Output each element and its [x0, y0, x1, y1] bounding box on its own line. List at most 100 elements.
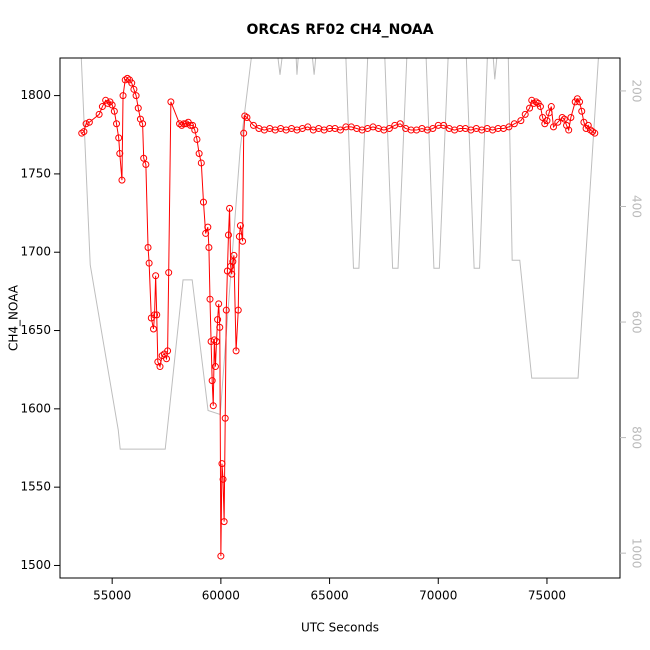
data-point — [123, 74, 131, 82]
data-point — [80, 128, 88, 136]
series-line — [81, 77, 596, 557]
y-tick-label: 1800 — [20, 88, 51, 102]
data-point — [207, 337, 215, 345]
data-point — [543, 117, 551, 125]
data-point — [304, 123, 312, 131]
data-point — [232, 347, 240, 355]
data-point — [230, 251, 238, 259]
data-point — [104, 99, 112, 107]
data-point — [240, 129, 248, 137]
data-point — [82, 120, 90, 128]
data-point — [215, 300, 223, 308]
data-point — [85, 118, 93, 126]
y-tick-label: 1500 — [20, 558, 51, 572]
data-point — [140, 154, 148, 162]
data-point — [547, 103, 555, 111]
data-point — [176, 120, 184, 128]
data-point — [591, 129, 599, 137]
data-point — [180, 120, 188, 128]
data-point — [224, 231, 232, 239]
data-point — [208, 377, 216, 385]
data-point — [178, 121, 186, 129]
data-point — [193, 135, 201, 143]
y2-tick-label: 1000 — [630, 538, 644, 569]
data-point — [530, 99, 538, 107]
chart-title: ORCAS RF02 CH4_NOAA — [246, 22, 433, 38]
data-point — [510, 120, 518, 128]
data-point — [195, 150, 203, 158]
y2-tick-label: 400 — [630, 195, 644, 218]
data-point — [385, 124, 393, 132]
data-point — [213, 337, 221, 345]
data-point — [243, 114, 251, 122]
data-point — [236, 222, 244, 230]
data-point — [234, 306, 242, 314]
data-point — [118, 176, 126, 184]
data-point — [191, 126, 199, 134]
data-point — [199, 198, 207, 206]
data-point — [186, 121, 194, 129]
data-point — [119, 92, 127, 100]
data-point — [95, 110, 103, 118]
data-point — [434, 121, 442, 129]
data-point — [517, 117, 525, 125]
data-point — [440, 121, 448, 129]
data-point — [142, 161, 150, 169]
data-point — [456, 124, 464, 132]
data-point — [130, 85, 138, 93]
y-tick-label: 1550 — [20, 480, 51, 494]
data-point — [197, 159, 205, 167]
data-point — [211, 363, 219, 371]
data-point — [182, 120, 190, 128]
data-point — [217, 552, 225, 560]
data-point — [164, 347, 172, 355]
data-point — [407, 126, 415, 134]
y2-tick-label: 800 — [630, 426, 644, 449]
data-point — [342, 123, 350, 131]
data-point — [505, 123, 513, 131]
data-point — [578, 107, 586, 115]
plot-area — [78, 58, 599, 560]
data-point — [494, 124, 502, 132]
data-point — [228, 270, 236, 278]
data-point — [115, 134, 123, 142]
series-line — [80, 58, 599, 450]
data-point — [165, 269, 173, 277]
x-axis-label: UTC Seconds — [301, 621, 379, 635]
data-point — [98, 103, 106, 111]
data-point — [336, 126, 344, 134]
data-point — [205, 244, 213, 252]
data-point — [545, 109, 553, 117]
data-point — [216, 323, 224, 331]
y-tick-label: 1600 — [20, 401, 51, 415]
data-point — [221, 414, 229, 422]
data-point — [210, 336, 218, 344]
data-point — [558, 114, 566, 122]
plot-frame — [59, 57, 621, 579]
y2-tick-label: 600 — [630, 311, 644, 334]
data-point — [567, 114, 575, 122]
data-point — [206, 295, 214, 303]
data-point — [560, 115, 568, 123]
data-point — [163, 355, 171, 363]
data-point — [116, 150, 124, 158]
y2-tick-label: 200 — [630, 79, 644, 102]
y-tick-label: 1750 — [20, 166, 51, 180]
data-point — [536, 103, 544, 111]
data-point — [149, 325, 157, 333]
data-point — [576, 98, 584, 106]
data-point — [549, 123, 557, 131]
data-point — [214, 316, 222, 324]
data-point — [209, 402, 217, 410]
data-point — [554, 118, 562, 126]
data-point — [204, 223, 212, 231]
y-tick-label: 1700 — [20, 245, 51, 259]
data-point — [156, 363, 164, 371]
x-tick-label: 75000 — [528, 589, 566, 603]
data-point — [132, 92, 140, 100]
data-point — [526, 104, 534, 112]
data-point — [219, 475, 227, 483]
data-point — [110, 107, 118, 115]
data-point — [121, 76, 129, 84]
